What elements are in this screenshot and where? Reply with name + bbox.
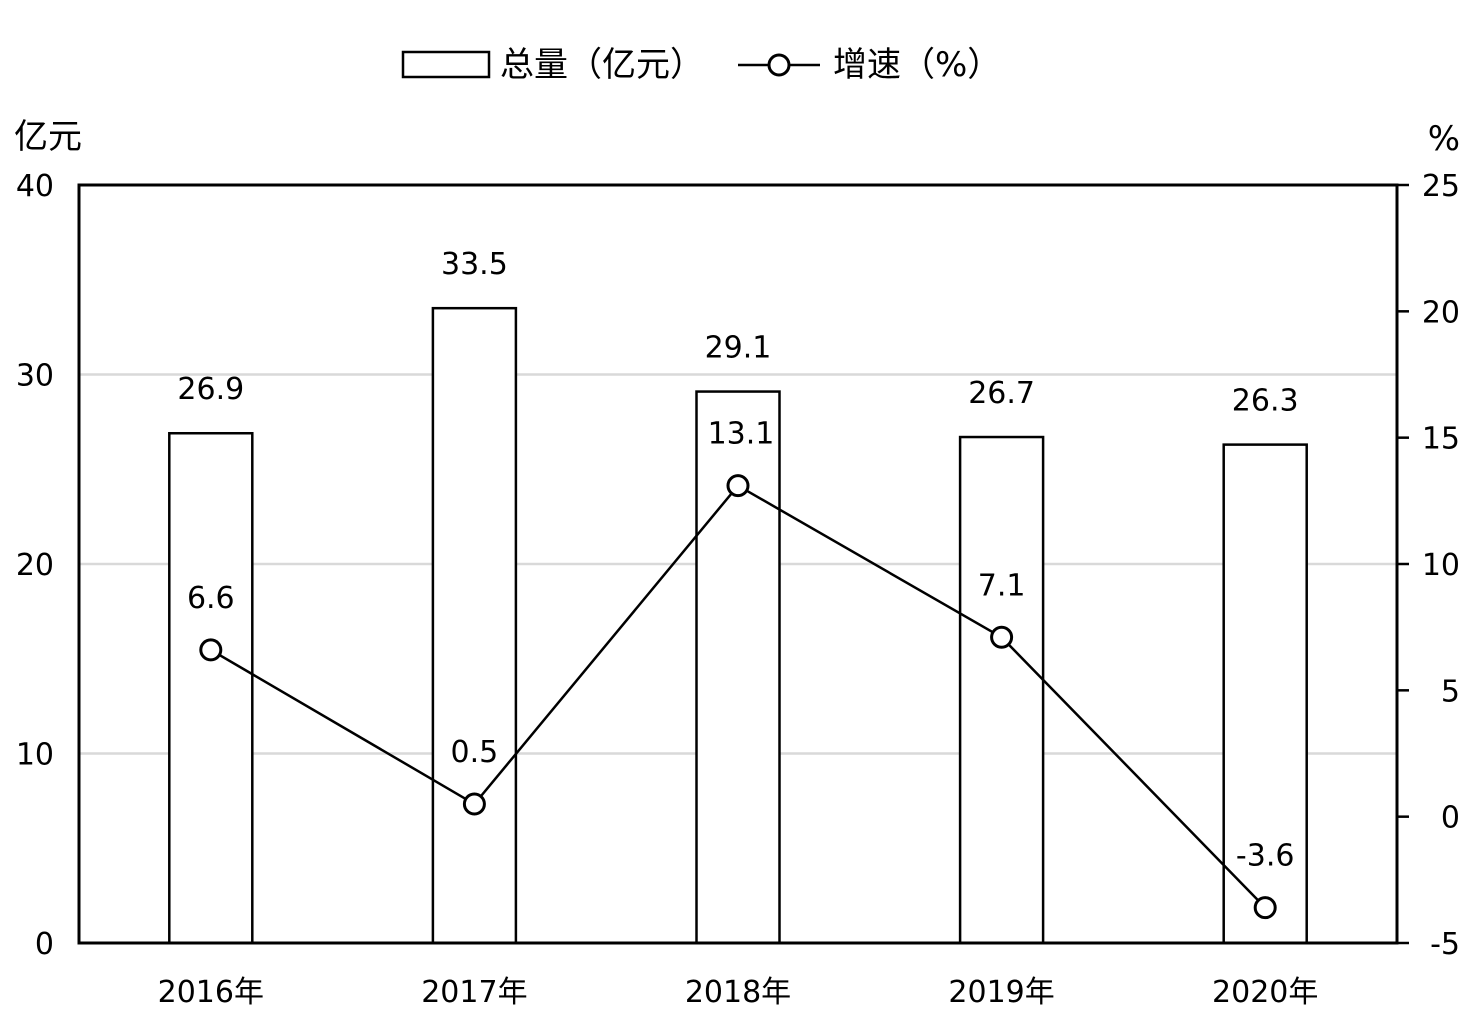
y-right-tick-label: 5 [1441, 674, 1460, 709]
y-right-tick-label: 10 [1422, 548, 1460, 583]
growth-value-label: 7.1 [978, 568, 1026, 603]
x-tick-label: 2016年 [158, 975, 264, 1010]
y-right-tick-label: 20 [1422, 295, 1460, 330]
legend-line-label: 增速（%） [833, 45, 1001, 85]
axis-ticks: 0 10 20 30 40 -5 0 5 10 15 20 25 2016年 2017年 2018年 2019… [16, 169, 1460, 1010]
growth-point-2016年 [199, 638, 223, 662]
x-tick-label: 2020年 [1212, 975, 1318, 1010]
growth-value-label: 6.6 [187, 581, 235, 616]
growth-point-2017年 [462, 792, 486, 816]
bar-2019年 [958, 435, 1045, 945]
y-right-tick-label: 0 [1441, 801, 1460, 836]
y-right-unit-label: % [1428, 119, 1460, 159]
y-left-tick-label: 10 [16, 738, 54, 773]
growth-value-label: 13.1 [708, 417, 775, 452]
bar-series [168, 306, 1308, 945]
bar-value-label: 26.3 [1232, 384, 1299, 419]
growth-point-2020年 [1253, 896, 1277, 920]
growth-value-label: 0.5 [451, 735, 499, 770]
bar-value-label: 26.9 [177, 372, 244, 407]
bar-2017年 [431, 306, 518, 945]
y-left-tick-label: 40 [16, 169, 54, 204]
data-labels: 26.9 33.5 29.1 26.7 26.3 6.6 0.5 13.1 7.1 -3.6 [177, 247, 1298, 873]
line-series [199, 474, 1277, 920]
x-tick-label: 2017年 [421, 975, 527, 1010]
y-right-tick-label: -5 [1430, 927, 1460, 962]
growth-point-2018年 [726, 474, 750, 498]
bar-value-label: 33.5 [441, 247, 508, 282]
legend-bar-label: 总量（亿元） [500, 45, 704, 85]
y-left-unit-label: 亿元 [14, 117, 82, 157]
y-left-tick-label: 30 [16, 359, 54, 394]
growth-value-label: -3.6 [1236, 839, 1295, 874]
legend-bar-swatch [401, 50, 491, 79]
legend: 总量（亿元） 增速（%） [401, 45, 1001, 85]
x-tick-label: 2019年 [948, 975, 1054, 1010]
y-left-tick-label: 20 [16, 548, 54, 583]
x-tick-label: 2018年 [685, 975, 791, 1010]
bar-value-label: 29.1 [705, 331, 772, 366]
growth-point-2019年 [990, 625, 1014, 649]
legend-line-marker [767, 53, 791, 77]
bar-value-label: 26.7 [968, 376, 1035, 411]
y-left-tick-label: 0 [35, 927, 54, 962]
y-right-tick-label: 15 [1422, 422, 1460, 457]
bar-2016年 [168, 431, 254, 945]
y-right-tick-label: 25 [1422, 169, 1460, 204]
